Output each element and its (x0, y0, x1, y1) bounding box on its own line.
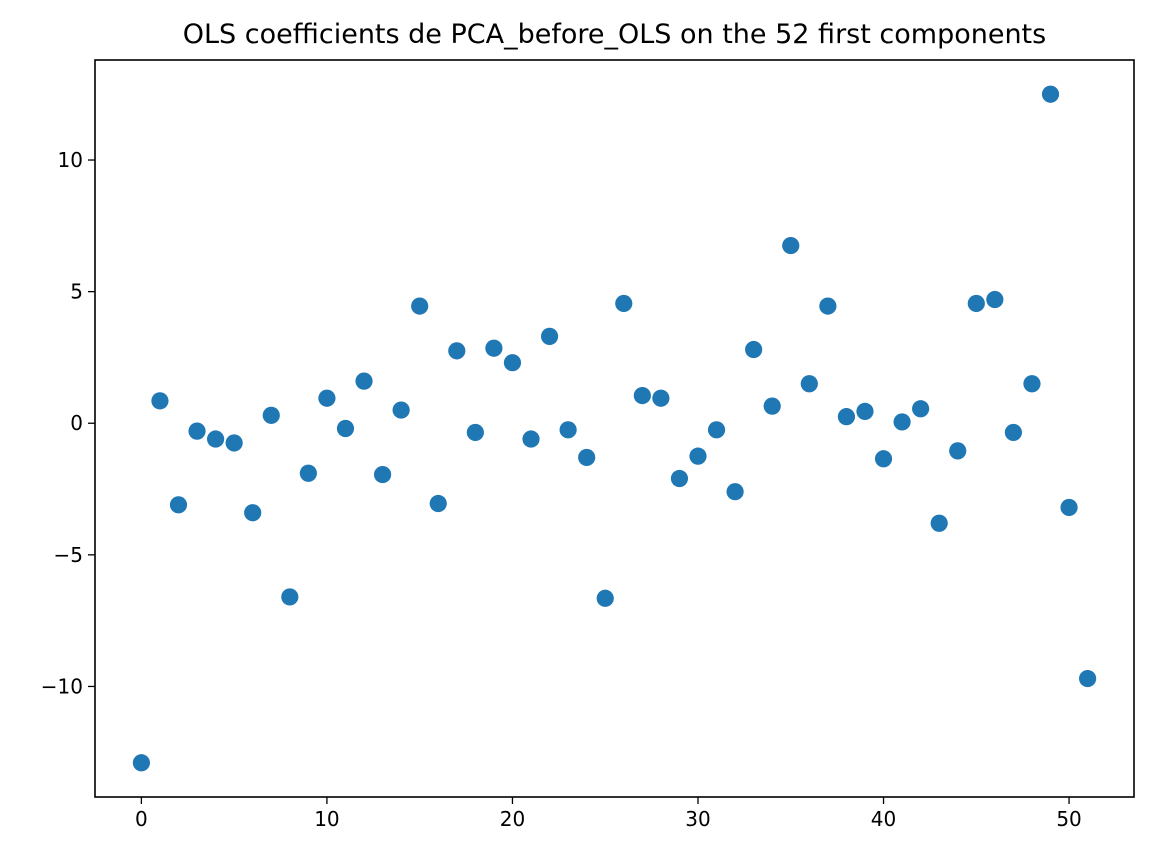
y-tick-label: 0 (70, 411, 83, 435)
data-point (1079, 669, 1097, 688)
y-axis: 10 5 0 −5 −10 (41, 148, 95, 698)
y-tick-label: −5 (54, 543, 83, 567)
data-point (986, 290, 1004, 309)
data-point (151, 392, 169, 410)
data-point (448, 342, 466, 360)
data-point (800, 375, 818, 393)
data-point (615, 294, 633, 313)
data-point (633, 386, 651, 405)
x-tick-label: 0 (135, 807, 148, 831)
data-point (912, 400, 930, 418)
data-point (782, 236, 800, 255)
data-point (540, 327, 559, 345)
data-point (355, 372, 373, 390)
data-point (930, 514, 948, 532)
data-point (485, 339, 503, 357)
x-tick-label: 50 (1056, 807, 1081, 831)
data-point (689, 447, 707, 465)
data-point (373, 465, 392, 484)
data-point (874, 450, 893, 468)
data-point (503, 354, 522, 372)
data-point (225, 434, 243, 452)
data-point (707, 421, 726, 439)
data-point (392, 401, 410, 419)
data-point (281, 588, 299, 606)
data-point (1004, 423, 1023, 442)
data-point (967, 294, 985, 313)
data-point (429, 494, 447, 513)
data-point (244, 504, 262, 522)
data-point (652, 389, 670, 407)
data-point (336, 419, 355, 438)
x-tick-label: 10 (314, 807, 339, 831)
data-point (819, 297, 837, 315)
data-point (726, 483, 744, 501)
data-point (1023, 375, 1041, 393)
data-point (411, 297, 429, 315)
data-point (522, 430, 540, 448)
data-point (1060, 498, 1078, 517)
y-tick-label: 5 (70, 280, 83, 304)
data-point (578, 448, 596, 467)
data-point (1041, 85, 1060, 103)
x-tick-label: 30 (685, 807, 710, 831)
data-point (169, 496, 188, 514)
data-point (949, 442, 967, 460)
x-tick-label: 20 (500, 807, 525, 831)
y-tick-label: 10 (58, 148, 83, 172)
data-point (893, 413, 911, 431)
data-point (856, 402, 874, 420)
axes-frame (94, 59, 1135, 798)
data-point (132, 754, 150, 772)
data-points (132, 85, 1097, 772)
data-point (188, 422, 206, 440)
y-tick-label: −10 (41, 674, 83, 698)
x-axis: 0 10 20 30 40 50 (135, 797, 1082, 831)
data-point (466, 423, 484, 442)
data-point (596, 589, 614, 607)
data-point (745, 340, 763, 359)
data-point (206, 430, 225, 448)
data-point (559, 421, 577, 439)
x-tick-label: 40 (871, 807, 896, 831)
data-point (299, 464, 317, 482)
chart-title: OLS coefficients de PCA_before_OLS on th… (183, 19, 1046, 50)
data-point (670, 469, 689, 488)
data-point (318, 389, 336, 407)
data-point (837, 408, 856, 426)
data-point (262, 406, 280, 424)
data-point (763, 397, 781, 415)
